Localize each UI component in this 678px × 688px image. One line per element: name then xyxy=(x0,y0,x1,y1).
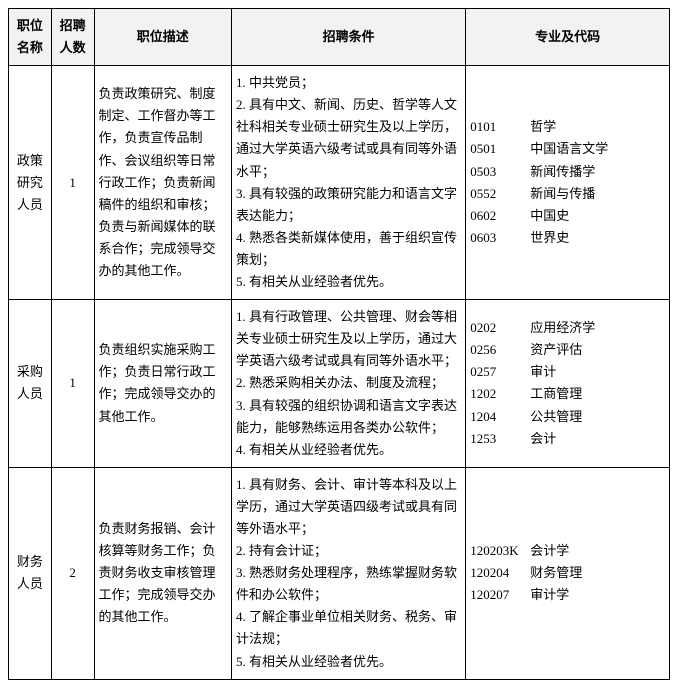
major-code: 1202 xyxy=(470,383,530,405)
major-code: 120207 xyxy=(470,584,530,606)
major-code: 0101 xyxy=(470,116,530,138)
cell-position: 政策 研究 人员 xyxy=(9,66,52,300)
major-code: 120204 xyxy=(470,562,530,584)
recruitment-table: 职位 名称 招聘 人数 职位描述 招聘条件 专业及代码 政策 研究 人员1负责政… xyxy=(8,8,670,680)
cell-desc: 负责财务报销、会计核算等财务工作；负责财务收支审核管理工作；完成领导交办的其他工… xyxy=(94,467,231,679)
cell-cond: 1. 具有财务、会计、审计等本科及以上学历，通过大学英语四级考试或具有同等外语水… xyxy=(232,467,466,679)
table-row: 财务 人员2负责财务报销、会计核算等财务工作；负责财务收支审核管理工作；完成领导… xyxy=(9,467,670,679)
cell-desc: 负责组织实施采购工作；负责日常行政工作；完成领导交办的其他工作。 xyxy=(94,300,231,468)
major-name: 中国史 xyxy=(530,205,665,227)
major-code: 0603 xyxy=(470,227,530,249)
major-code: 0602 xyxy=(470,205,530,227)
major-code: 0501 xyxy=(470,138,530,160)
major-line: 0603世界史 xyxy=(470,227,665,249)
major-code: 0257 xyxy=(470,361,530,383)
major-name: 会计 xyxy=(530,428,665,450)
major-code: 0552 xyxy=(470,183,530,205)
header-major: 专业及代码 xyxy=(466,9,670,66)
major-code: 0503 xyxy=(470,161,530,183)
major-name: 审计学 xyxy=(530,584,665,606)
major-name: 审计 xyxy=(530,361,665,383)
header-row: 职位 名称 招聘 人数 职位描述 招聘条件 专业及代码 xyxy=(9,9,670,66)
major-line: 0503新闻传播学 xyxy=(470,161,665,183)
cell-major: 0101哲学0501中国语言文学0503新闻传播学0552新闻与传播0602中国… xyxy=(466,66,670,300)
major-name: 公共管理 xyxy=(530,406,665,428)
cell-count: 1 xyxy=(51,66,94,300)
major-name: 哲学 xyxy=(530,116,665,138)
major-name: 工商管理 xyxy=(530,383,665,405)
table-row: 采购 人员1负责组织实施采购工作；负责日常行政工作；完成领导交办的其他工作。1.… xyxy=(9,300,670,468)
cell-position: 采购 人员 xyxy=(9,300,52,468)
major-name: 新闻与传播 xyxy=(530,183,665,205)
major-line: 0257审计 xyxy=(470,361,665,383)
major-line: 0501中国语言文学 xyxy=(470,138,665,160)
major-line: 0101哲学 xyxy=(470,116,665,138)
major-code: 0256 xyxy=(470,339,530,361)
major-name: 世界史 xyxy=(530,227,665,249)
major-name: 应用经济学 xyxy=(530,317,665,339)
cell-count: 1 xyxy=(51,300,94,468)
major-line: 0256资产评估 xyxy=(470,339,665,361)
major-name: 新闻传播学 xyxy=(530,161,665,183)
cell-cond: 1. 中共党员； 2. 具有中文、新闻、历史、哲学等人文社科相关专业硕士研究生及… xyxy=(232,66,466,300)
major-code: 1253 xyxy=(470,428,530,450)
table-row: 政策 研究 人员1负责政策研究、制度制定、工作督办等工作，负责宣传品制作、会议组… xyxy=(9,66,670,300)
major-name: 中国语言文学 xyxy=(530,138,665,160)
cell-major: 0202应用经济学0256资产评估0257审计1202工商管理1204公共管理1… xyxy=(466,300,670,468)
cell-cond: 1. 具有行政管理、公共管理、财会等相关专业硕士研究生及以上学历，通过大学英语六… xyxy=(232,300,466,468)
major-line: 1204公共管理 xyxy=(470,406,665,428)
header-count: 招聘 人数 xyxy=(51,9,94,66)
major-line: 0202应用经济学 xyxy=(470,317,665,339)
major-name: 财务管理 xyxy=(530,562,665,584)
major-name: 资产评估 xyxy=(530,339,665,361)
major-code: 0202 xyxy=(470,317,530,339)
major-line: 120204财务管理 xyxy=(470,562,665,584)
major-line: 1202工商管理 xyxy=(470,383,665,405)
header-cond: 招聘条件 xyxy=(232,9,466,66)
header-position: 职位 名称 xyxy=(9,9,52,66)
cell-desc: 负责政策研究、制度制定、工作督办等工作，负责宣传品制作、会议组织等日常行政工作；… xyxy=(94,66,231,300)
cell-major: 120203K会计学120204财务管理120207审计学 xyxy=(466,467,670,679)
major-line: 1253会计 xyxy=(470,428,665,450)
header-desc: 职位描述 xyxy=(94,9,231,66)
major-code: 1204 xyxy=(470,406,530,428)
cell-count: 2 xyxy=(51,467,94,679)
major-code: 120203K xyxy=(470,540,530,562)
major-name: 会计学 xyxy=(530,540,665,562)
major-line: 0552新闻与传播 xyxy=(470,183,665,205)
major-line: 0602中国史 xyxy=(470,205,665,227)
major-line: 120203K会计学 xyxy=(470,540,665,562)
cell-position: 财务 人员 xyxy=(9,467,52,679)
major-line: 120207审计学 xyxy=(470,584,665,606)
